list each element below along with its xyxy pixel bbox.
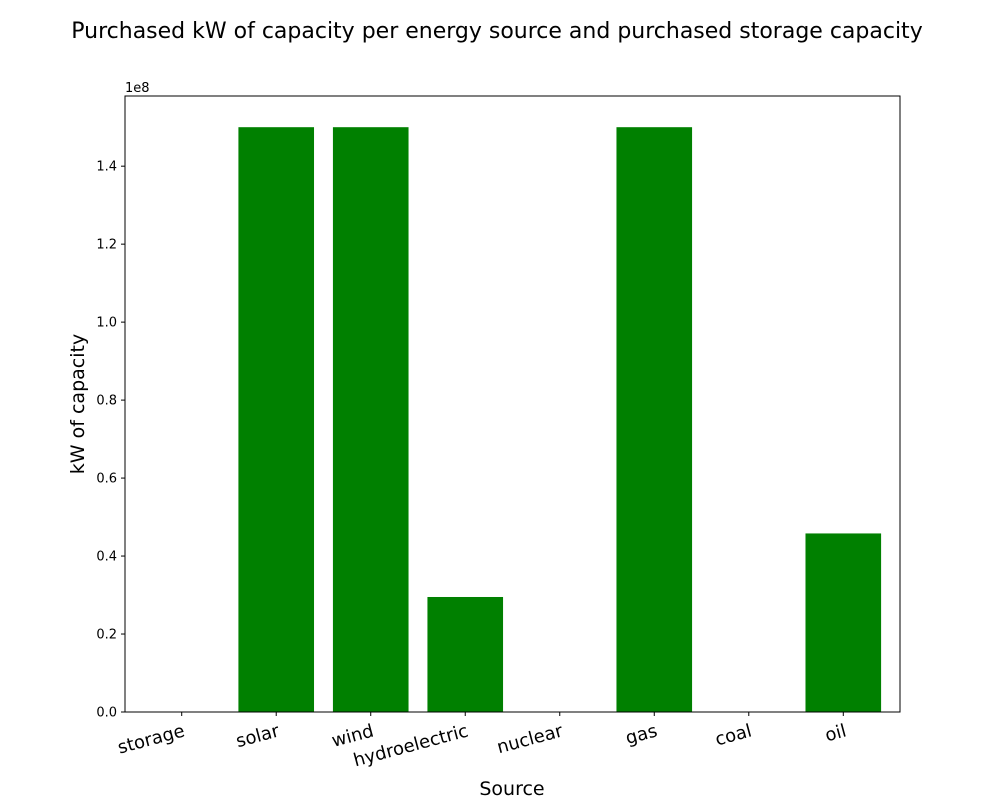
bar-solar <box>238 127 315 712</box>
x-tick-label-coal: coal <box>713 721 754 751</box>
bar-hydroelectric <box>427 596 504 712</box>
y-axis-offset-label: 1e8 <box>125 81 150 96</box>
y-tick-label: 1.4 <box>96 160 117 175</box>
y-tick-label: 0.6 <box>96 472 117 487</box>
x-tick-label-oil: oil <box>823 721 849 747</box>
x-tick-label-gas: gas <box>623 721 659 750</box>
x-tick-label-storage: storage <box>116 721 187 759</box>
x-axis-label: Source <box>479 778 544 800</box>
x-tick-label-nuclear: nuclear <box>495 720 566 758</box>
y-tick-label: 1.2 <box>96 238 117 253</box>
chart-title: Purchased kW of capacity per energy sour… <box>71 19 922 44</box>
y-tick-label: 0.0 <box>96 706 117 721</box>
bar-oil <box>805 533 882 712</box>
y-tick-label: 0.2 <box>96 628 117 643</box>
y-tick-label: 0.4 <box>96 550 117 565</box>
plot-area-frame <box>124 95 901 713</box>
x-tick-label-solar: solar <box>234 720 282 752</box>
y-tick-label: 0.8 <box>96 394 117 409</box>
y-axis-label: kW of capacity <box>67 334 89 474</box>
bar-wind <box>332 127 409 712</box>
bar-gas <box>616 127 693 712</box>
y-tick-label: 1.0 <box>96 316 117 331</box>
